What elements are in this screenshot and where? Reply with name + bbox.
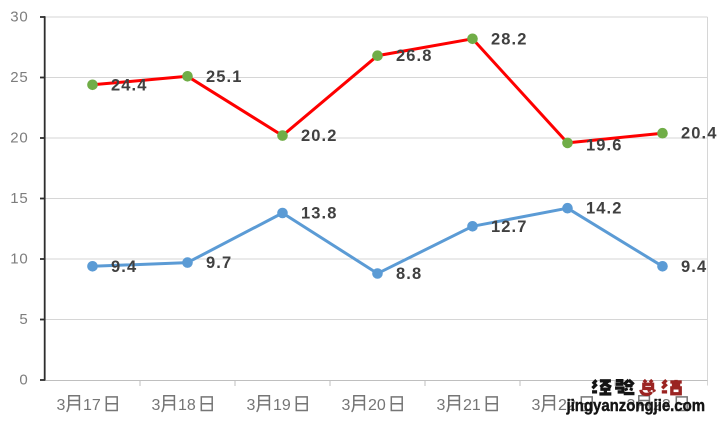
svg-text:19: 19 (273, 397, 291, 414)
svg-text:25.1: 25.1 (206, 68, 243, 86)
svg-text:20.2: 20.2 (301, 127, 338, 145)
svg-text:17: 17 (83, 397, 101, 414)
svg-text:3: 3 (57, 397, 66, 414)
svg-text:3: 3 (532, 397, 541, 414)
svg-text:28.2: 28.2 (491, 30, 528, 48)
svg-text:23: 23 (653, 397, 671, 414)
svg-text:9.4: 9.4 (681, 258, 707, 276)
svg-text:19.6: 19.6 (586, 136, 623, 154)
svg-text:3: 3 (152, 397, 161, 414)
svg-text:24.4: 24.4 (111, 76, 148, 94)
svg-text:9.7: 9.7 (206, 254, 232, 272)
svg-text:20.4: 20.4 (681, 125, 718, 143)
svg-text:3: 3 (342, 397, 351, 414)
svg-text:25: 25 (10, 69, 28, 86)
svg-text:13.8: 13.8 (301, 205, 338, 223)
svg-text:12.7: 12.7 (491, 218, 528, 236)
svg-text:20: 20 (368, 397, 386, 414)
svg-text:26.8: 26.8 (396, 47, 433, 65)
svg-text:20: 20 (10, 129, 28, 146)
svg-text:10: 10 (10, 250, 28, 267)
svg-text:30: 30 (10, 8, 28, 25)
svg-text:18: 18 (178, 397, 196, 414)
svg-text:jingyanzongjie.com: jingyanzongjie.com (566, 397, 705, 415)
svg-text:3: 3 (437, 397, 446, 414)
svg-text:21: 21 (463, 397, 481, 414)
svg-text:0: 0 (19, 371, 28, 388)
svg-text:22: 22 (558, 397, 576, 414)
svg-text:3: 3 (247, 397, 256, 414)
svg-text:8.8: 8.8 (396, 265, 422, 283)
svg-text:5: 5 (19, 311, 28, 328)
svg-text:14.2: 14.2 (586, 200, 623, 218)
svg-text:3: 3 (627, 397, 636, 414)
svg-text:9.4: 9.4 (111, 258, 137, 276)
svg-text:15: 15 (10, 190, 28, 207)
